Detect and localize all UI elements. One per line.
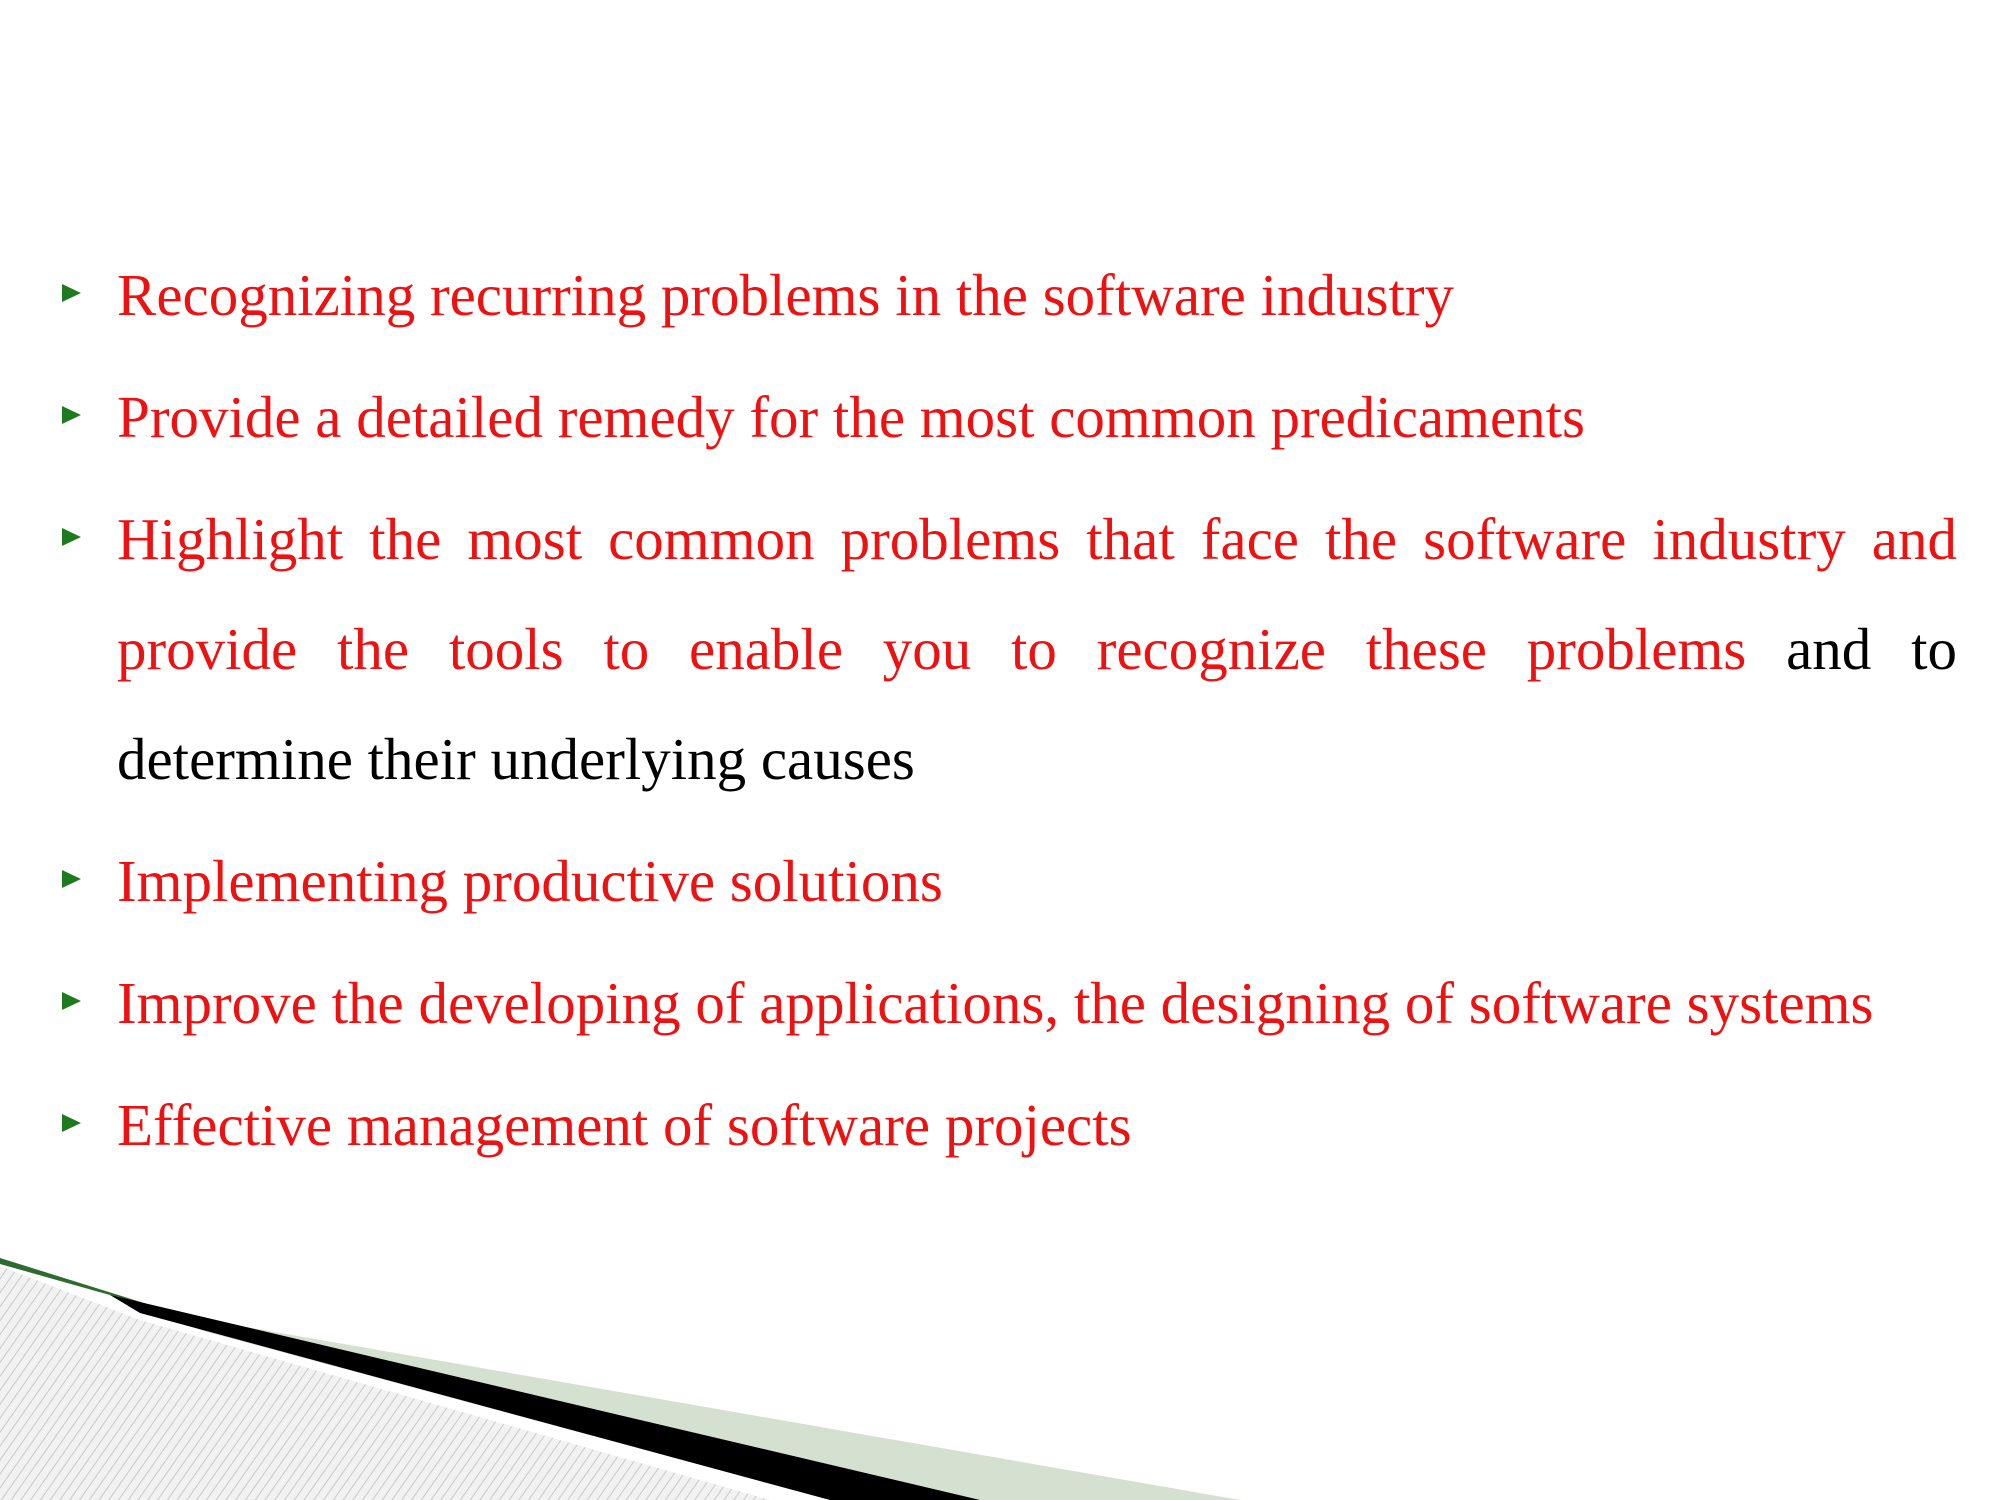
- word: problems: [840, 506, 1061, 572]
- word: Highlight: [117, 506, 344, 572]
- bullet-text: Improve the developing of applications, …: [117, 970, 1874, 1036]
- word: to: [1011, 616, 1057, 682]
- bullet-item-5: Improve the developing of applications, …: [62, 948, 1962, 1058]
- word: problems: [1526, 616, 1747, 682]
- bullet-arrow-icon: [62, 528, 81, 546]
- word: the: [337, 616, 410, 682]
- word: recognize: [1096, 616, 1326, 682]
- word: to: [603, 616, 650, 682]
- bullet-text: Provide a detailed remedy for the most c…: [117, 384, 1585, 450]
- bullet-arrow-icon: [62, 992, 81, 1010]
- word: software: [1423, 506, 1627, 572]
- word: these: [1365, 616, 1487, 682]
- bullet-item-4: Implementing productive solutions: [62, 826, 1962, 936]
- word: enable: [689, 616, 843, 682]
- word: tools: [448, 616, 564, 682]
- green-line: [0, 1258, 170, 1312]
- word: that: [1086, 506, 1175, 572]
- word: you: [882, 616, 972, 682]
- bullet-3-text: Highlight the most common problems that …: [117, 484, 1957, 814]
- word: the: [369, 506, 442, 572]
- word: common: [608, 506, 815, 572]
- bullet-text: Implementing productive solutions: [117, 848, 943, 914]
- bullet-item-3: [62, 484, 1962, 814]
- bullet-text: Recognizing recurring problems in the so…: [117, 262, 1454, 328]
- black-wedge: [110, 1295, 980, 1500]
- word: and: [1871, 506, 1957, 572]
- bullet-item-1: Recognizing recurring problems in the so…: [62, 240, 1962, 350]
- bullet-item-6: Effective management of software project…: [62, 1070, 1962, 1180]
- word: to: [1911, 616, 1957, 682]
- word: most: [467, 506, 583, 572]
- bullet-3-line-1: Highlight the most common problems that …: [117, 484, 1957, 594]
- bullet-arrow-icon: [62, 406, 81, 424]
- bullet-3-line-3: determine their underlying causes: [117, 726, 915, 792]
- bullet-arrow-icon: [62, 870, 81, 888]
- bullet-item-2: Provide a detailed remedy for the most c…: [62, 362, 1962, 472]
- bullet-text: Effective management of software project…: [117, 1092, 1132, 1158]
- word: and: [1786, 616, 1872, 682]
- green-band: [160, 1312, 1240, 1500]
- word: provide: [117, 616, 298, 682]
- hatched-band: [0, 1266, 770, 1500]
- bullet-arrow-icon: [62, 284, 81, 302]
- bullet-arrow-icon: [62, 1114, 81, 1132]
- decorative-swoosh: [0, 1258, 1240, 1500]
- word: the: [1325, 506, 1398, 572]
- bullet-3-line-2: provide the tools to enable you to recog…: [117, 594, 1957, 704]
- word: industry: [1652, 506, 1846, 572]
- word: face: [1200, 506, 1299, 572]
